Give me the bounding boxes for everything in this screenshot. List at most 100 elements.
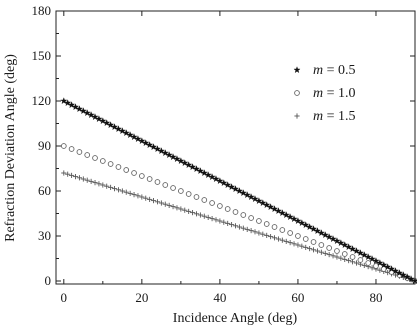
data-point — [68, 146, 75, 152]
data-point — [146, 141, 154, 149]
data-point — [204, 171, 212, 179]
data-point — [365, 260, 372, 266]
data-point — [295, 233, 301, 239]
data-point — [348, 245, 357, 253]
series-plus — [61, 170, 417, 284]
data-point — [236, 224, 243, 230]
data-point — [244, 226, 250, 232]
data-point — [333, 237, 341, 245]
data-point — [310, 247, 317, 253]
data-point — [143, 195, 149, 201]
data-point — [196, 167, 204, 175]
data-point — [313, 227, 322, 235]
x-tick-label: 80 — [369, 290, 382, 305]
legend: m = 0.5 m = 1.0 m = 1.5 — [293, 63, 356, 124]
data-point — [115, 164, 122, 170]
data-point — [248, 228, 254, 234]
data-point — [221, 219, 227, 225]
data-point — [170, 204, 176, 210]
data-point — [307, 246, 313, 252]
data-point — [295, 242, 301, 248]
data-point — [282, 211, 290, 219]
data-series — [60, 97, 417, 285]
data-point — [76, 175, 83, 181]
data-point — [130, 133, 138, 141]
data-point — [318, 242, 325, 248]
data-point — [403, 273, 411, 281]
data-point — [274, 207, 283, 215]
data-point — [139, 194, 145, 200]
data-point — [122, 129, 130, 137]
data-point — [224, 206, 231, 212]
data-point — [123, 167, 130, 173]
data-point — [395, 269, 403, 277]
data-point — [302, 221, 310, 229]
data-point — [114, 125, 123, 133]
data-point — [380, 261, 388, 269]
data-point — [216, 177, 224, 185]
data-point — [322, 250, 328, 256]
data-point — [252, 229, 258, 235]
data-point — [96, 181, 102, 187]
data-point — [310, 239, 317, 245]
data-point — [123, 189, 129, 195]
data-point — [165, 151, 173, 159]
data-point — [317, 229, 325, 237]
data-point — [353, 260, 360, 266]
data-point — [71, 103, 80, 111]
data-point — [217, 218, 223, 224]
data-point — [228, 222, 235, 228]
data-point — [193, 194, 200, 200]
data-point — [345, 243, 353, 251]
data-point — [302, 236, 309, 242]
x-tick-label: 0 — [61, 290, 68, 305]
y-tick-label: 90 — [38, 138, 51, 153]
data-point — [60, 97, 68, 105]
data-point — [384, 263, 392, 271]
data-point — [372, 257, 380, 265]
data-point — [399, 271, 407, 279]
data-point — [192, 165, 201, 173]
y-tick-label: 180 — [32, 3, 52, 18]
data-point — [189, 210, 196, 216]
data-point — [338, 255, 344, 261]
data-point — [72, 174, 79, 180]
data-point — [325, 233, 333, 241]
data-point — [225, 220, 231, 226]
data-point — [185, 161, 193, 169]
data-point — [162, 201, 168, 207]
data-point — [267, 203, 275, 211]
data-point — [208, 173, 216, 181]
data-point — [341, 241, 349, 249]
y-axis-title: Refraction Deviation Angle (deg) — [3, 54, 18, 242]
data-point — [99, 117, 107, 125]
data-point — [169, 153, 177, 161]
legend-label: m = 1.0 — [313, 86, 356, 101]
data-point — [65, 171, 71, 177]
data-point — [294, 217, 302, 225]
data-point — [329, 235, 337, 243]
data-point — [104, 183, 110, 189]
data-point — [349, 259, 356, 265]
data-point — [138, 137, 146, 145]
data-point — [279, 227, 286, 233]
data-point — [251, 195, 259, 203]
data-point — [275, 236, 282, 242]
data-point — [111, 186, 118, 192]
data-point — [306, 223, 314, 231]
y-tick-label: 150 — [32, 48, 52, 63]
data-point — [84, 152, 91, 158]
data-point — [64, 99, 72, 107]
data-point — [108, 184, 114, 190]
x-axis: 0 20 40 60 80 — [61, 11, 382, 305]
data-point — [291, 241, 297, 247]
data-point — [321, 231, 329, 239]
data-point — [287, 240, 293, 246]
data-point — [330, 253, 336, 259]
data-point — [387, 265, 396, 273]
data-point — [290, 215, 298, 223]
data-point — [100, 182, 106, 188]
data-point — [212, 175, 220, 183]
data-point — [134, 135, 142, 143]
